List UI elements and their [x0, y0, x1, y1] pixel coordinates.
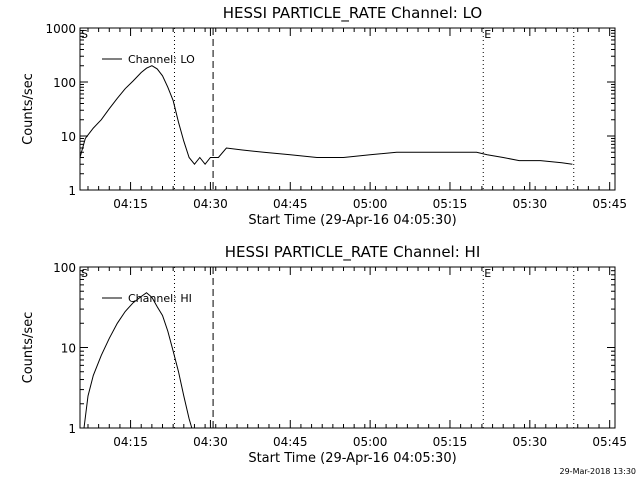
- time-marker-label: E: [484, 267, 491, 280]
- x-axis-label: Start Time (29-Apr-16 04:05:30): [248, 213, 456, 228]
- y-tick-label: 1000: [45, 22, 76, 36]
- chart-title: HESSI PARTICLE_RATE Channel: HI: [225, 243, 481, 262]
- x-tick-label: 04:45: [273, 435, 308, 449]
- series-line-main: [83, 292, 193, 429]
- x-tick-label: 05:45: [592, 435, 627, 449]
- x-tick-label: 04:30: [193, 197, 228, 211]
- x-tick-label: 04:15: [113, 197, 148, 211]
- time-marker-label: E: [484, 28, 491, 41]
- x-tick-label: 05:15: [433, 197, 468, 211]
- x-tick-label: 05:00: [353, 435, 388, 449]
- x-tick-label: 05:30: [513, 435, 548, 449]
- x-tick-label: 05:45: [592, 197, 627, 211]
- series-line-main: [79, 65, 573, 166]
- x-tick-label: 04:30: [193, 435, 228, 449]
- y-tick-label: 1: [68, 422, 76, 436]
- chart-panel-hi: HESSI PARTICLE_RATE Channel: HI 04:15 04:3…: [21, 243, 627, 466]
- y-tick-label: 100: [53, 76, 76, 90]
- y-tick-label: 10: [61, 130, 76, 144]
- y-axis-label: Counts/sec: [21, 73, 36, 145]
- y-axis-label: Counts/sec: [21, 312, 36, 384]
- time-marker-label: S: [81, 267, 88, 280]
- legend-label: Channel: LO: [128, 53, 195, 66]
- x-tick-label: 05:00: [353, 197, 388, 211]
- chart-title: HESSI PARTICLE_RATE Channel: LO: [223, 4, 482, 23]
- legend-label: Channel: HI: [128, 292, 192, 305]
- y-tick-label: 10: [61, 342, 76, 356]
- x-axis-label: Start Time (29-Apr-16 04:05:30): [248, 451, 456, 466]
- y-tick-label: 1: [68, 184, 76, 198]
- footer-timestamp: 29-Mar-2018 13:30: [560, 467, 637, 476]
- x-tick-label: 05:15: [433, 435, 468, 449]
- time-marker-label: S: [81, 28, 88, 41]
- x-tick-label: 05:30: [513, 197, 548, 211]
- y-tick-label: 100: [53, 261, 76, 275]
- x-tick-label: 04:45: [273, 197, 308, 211]
- chart-panel-lo: HESSI PARTICLE_RATE Channel: LO 04:15 04:3…: [21, 4, 627, 228]
- x-tick-label: 04:15: [113, 435, 148, 449]
